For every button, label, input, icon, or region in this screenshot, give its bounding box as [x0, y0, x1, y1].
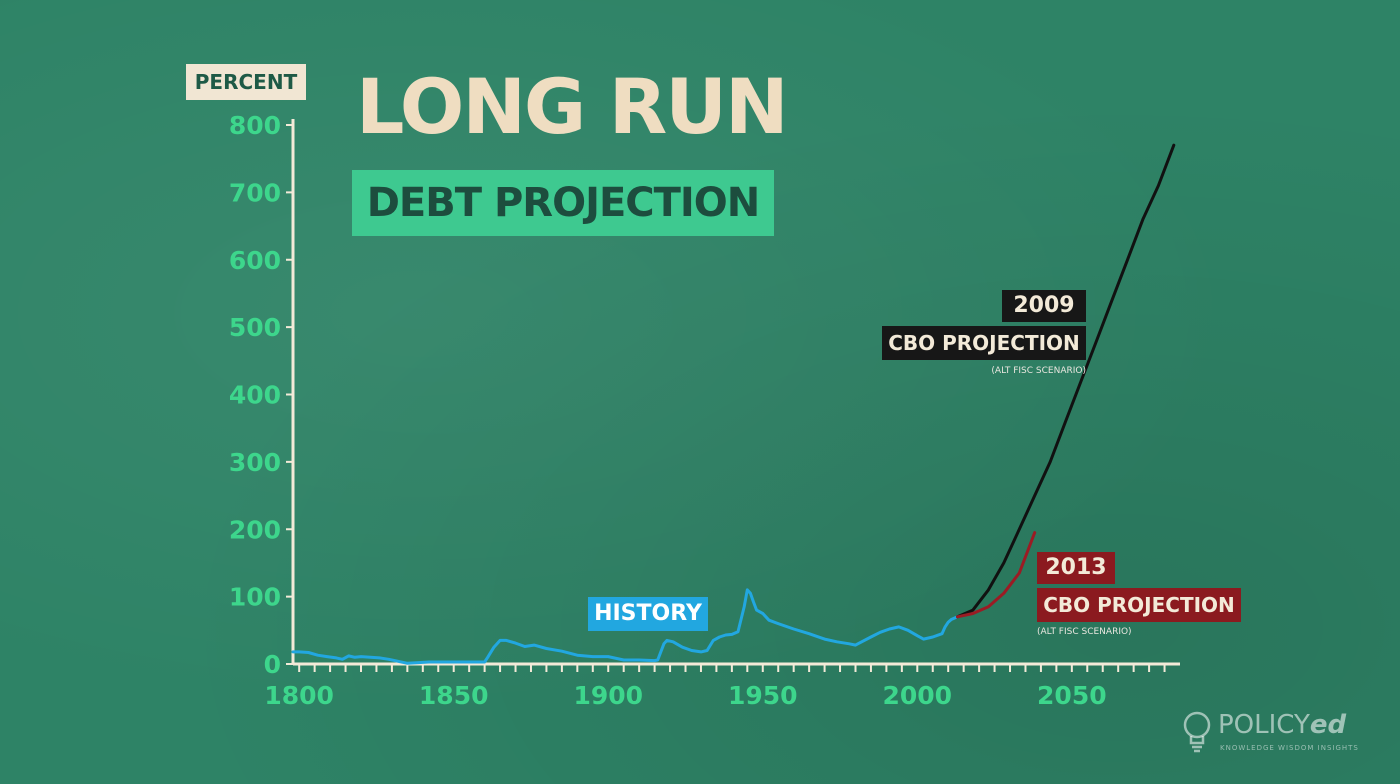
page-title: LONG RUN — [356, 62, 789, 151]
y-tick-labels: 0 100 200 300 400 500 600 700 800 — [229, 111, 281, 679]
page-subtitle: DEBT PROJECTION — [366, 180, 761, 226]
x-tick-labels: 1800 1850 1900 1950 2000 2050 — [264, 681, 1106, 710]
cbo2009-projection-line — [956, 143, 1176, 619]
chart-axes — [286, 119, 1180, 672]
logo-wordmark: POLICYed — [1218, 710, 1346, 740]
x-tick-label: 1850 — [419, 681, 489, 710]
x-tick-label: 1900 — [573, 681, 643, 710]
x-tick-label: 1950 — [728, 681, 798, 710]
history-label: HISTORY — [588, 597, 708, 631]
subtitle-box: DEBT PROJECTION — [352, 170, 774, 236]
y-tick-label: 600 — [229, 246, 281, 275]
y-axis-label: PERCENT — [194, 70, 298, 94]
logo-wordmark-policy: POLICY — [1218, 710, 1310, 740]
x-tick-label: 1800 — [264, 681, 334, 710]
chart-series — [291, 143, 1176, 665]
y-tick-label: 700 — [229, 178, 281, 207]
history-line — [291, 588, 959, 665]
y-tick-label: 400 — [229, 381, 281, 410]
y-tick-label: 200 — [229, 515, 281, 544]
y-tick-label: 500 — [229, 313, 281, 342]
lightbulb-icon — [1183, 711, 1211, 753]
logo-tagline: KNOWLEDGE WISDOM INSIGHTS — [1220, 744, 1359, 752]
y-axis-label-box: PERCENT — [186, 64, 306, 100]
x-tick-label: 2050 — [1037, 681, 1107, 710]
x-tick-label: 2000 — [883, 681, 953, 710]
y-tick-label: 0 — [264, 650, 281, 679]
y-tick-label: 100 — [229, 583, 281, 612]
cbo2013-year-label: 2013 — [1037, 552, 1115, 584]
cbo2013-projection-line — [956, 531, 1037, 619]
cbo2009-year-label: 2009 — [1002, 290, 1086, 322]
y-tick-label: 300 — [229, 448, 281, 477]
cbo2013-projection-label: CBO PROJECTION — [1037, 588, 1241, 622]
logo-wordmark-ed: ed — [1309, 710, 1347, 740]
cbo2009-projection-label: CBO PROJECTION — [882, 326, 1086, 360]
policyed-logo[interactable]: POLICYed KNOWLEDGE WISDOM INSIGHTS — [1180, 708, 1370, 758]
y-tick-label: 800 — [229, 111, 281, 140]
cbo2009-scenario-note: (ALT FISC SCENARIO) — [991, 366, 1086, 376]
cbo2013-scenario-note: (ALT FISC SCENARIO) — [1037, 627, 1132, 637]
